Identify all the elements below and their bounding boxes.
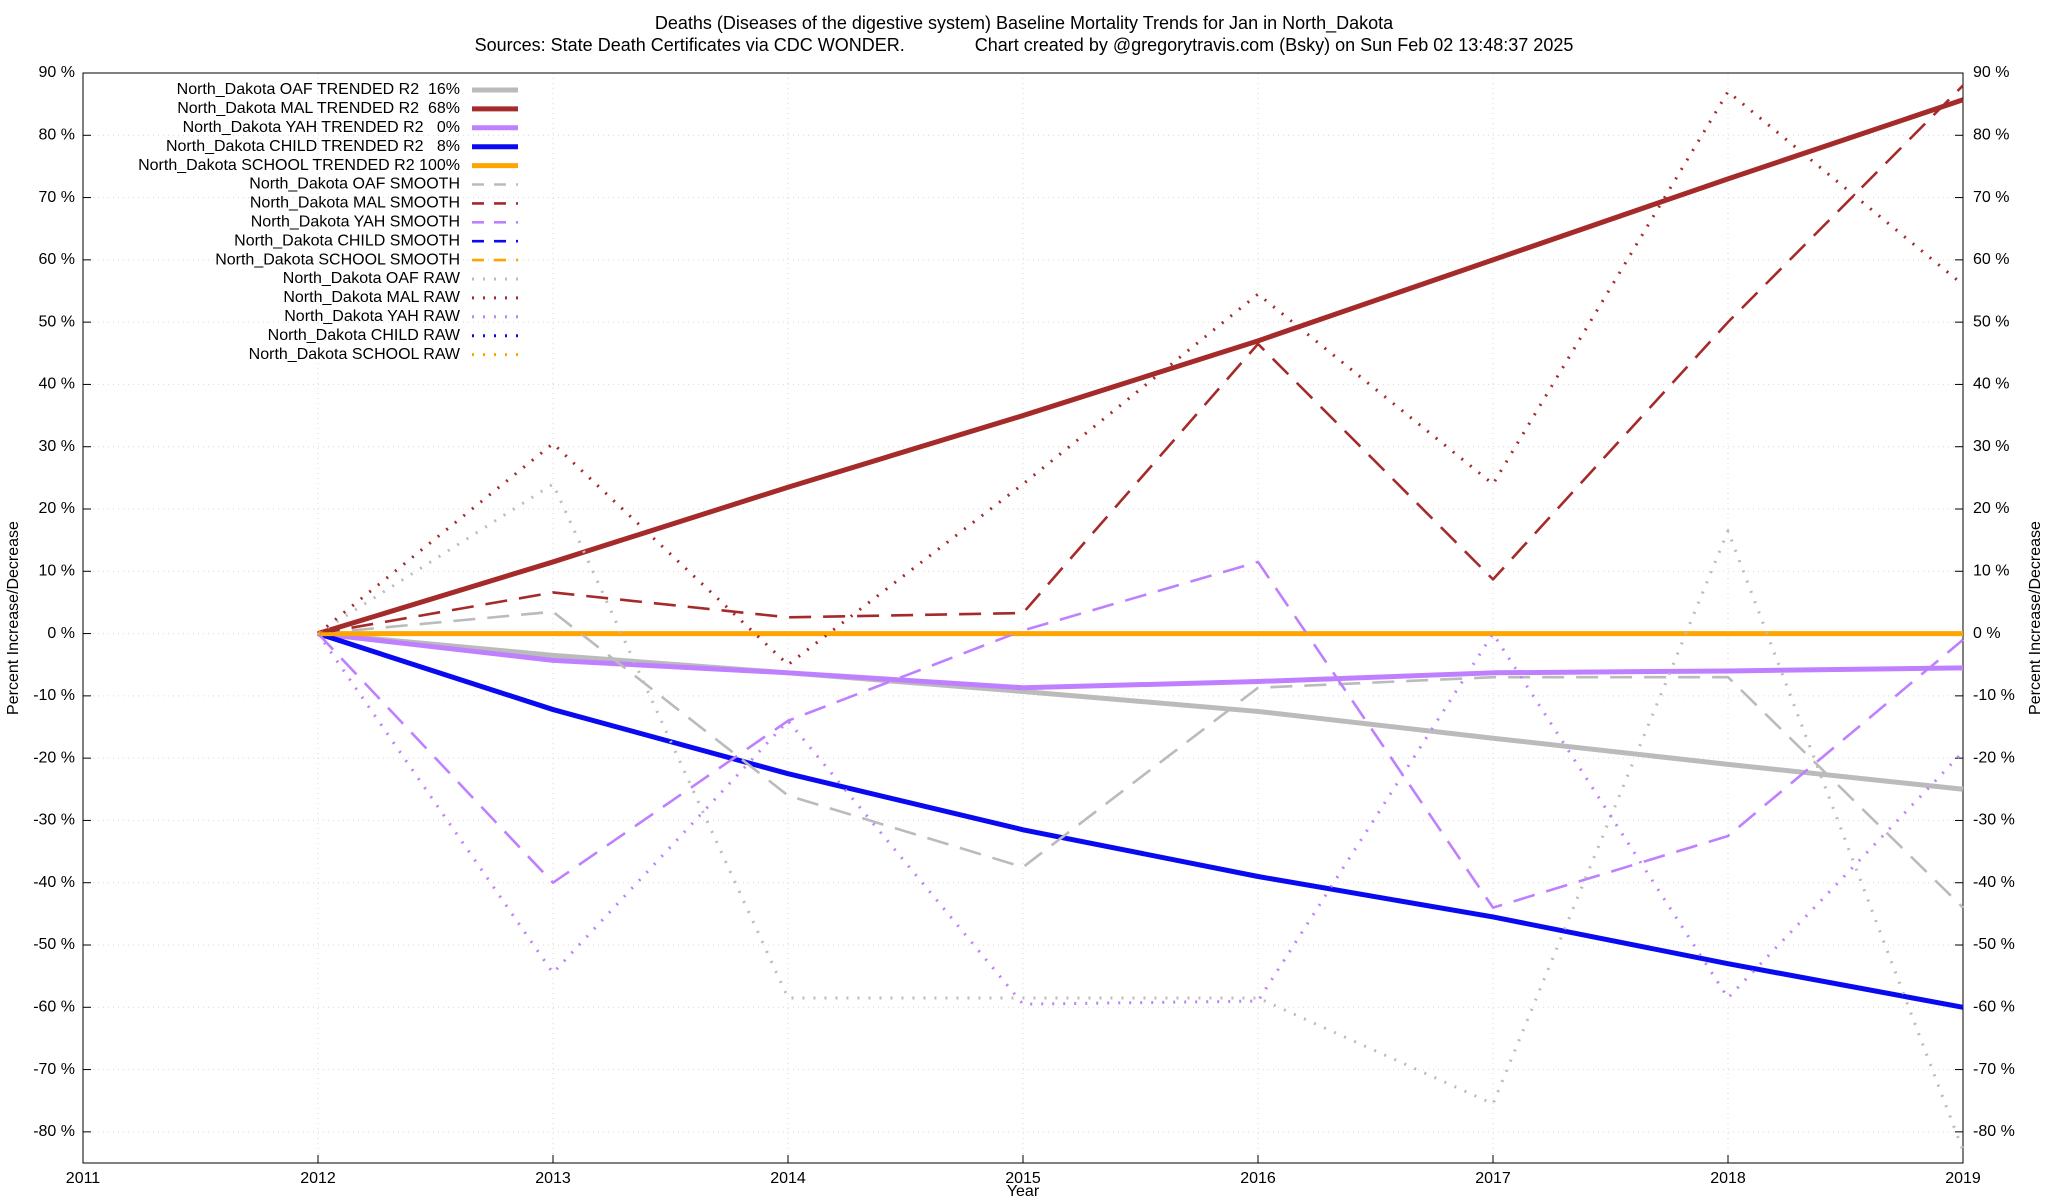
y2-tick-label: -60 % [1973, 999, 2015, 1016]
y-tick-label: 20 % [39, 500, 75, 517]
legend-label: North_Dakota YAH SMOOTH [251, 214, 460, 231]
x-tick-label: 2014 [770, 1170, 806, 1187]
legend-label: North_Dakota CHILD SMOOTH [234, 232, 460, 249]
plot-frame [82, 72, 1964, 1164]
y2-tick-label: 70 % [1973, 189, 2009, 206]
x-tick-label: 2017 [1475, 1170, 1511, 1187]
y2-tick-label: 80 % [1973, 127, 2009, 144]
y2-axis-label: Percent Increase/Decrease [2027, 521, 2044, 715]
series-line [317, 631, 1964, 1010]
y2-tick-label: 10 % [1973, 563, 2009, 580]
legend-label: North_Dakota SCHOOL TRENDED R2 100% [138, 157, 460, 174]
y2-tick-label: 40 % [1973, 376, 2009, 393]
y2-tick-label: -10 % [1973, 687, 2015, 704]
y-tick-label: 60 % [39, 251, 75, 268]
legend-label: North_Dakota OAF TRENDED R2 16% [177, 81, 460, 98]
x-tick-label: 2015 [1005, 1170, 1041, 1187]
x-tick-label: 2013 [535, 1170, 571, 1187]
y2-tick-label: 50 % [1973, 313, 2009, 330]
chart-title: Deaths (Diseases of the digestive system… [655, 13, 1394, 34]
legend-label: North_Dakota MAL SMOOTH [250, 195, 460, 212]
y-tick-label: 80 % [39, 127, 75, 144]
y-tick-label: -70 % [33, 1061, 75, 1078]
series-line [317, 631, 1964, 792]
y-tick-label: 40 % [39, 376, 75, 393]
series-line [317, 631, 1964, 691]
x-tick-label: 2018 [1710, 1170, 1746, 1187]
series-line [317, 84, 1964, 635]
y2-tick-label: -40 % [1973, 874, 2015, 891]
y2-tick-label: 90 % [1973, 64, 2009, 81]
series-line [316, 632, 1965, 1006]
y2-tick-label: 30 % [1973, 438, 2009, 455]
y-tick-label: 90 % [39, 64, 75, 81]
y-tick-label: -60 % [33, 999, 75, 1016]
y2-tick-label: -20 % [1973, 749, 2015, 766]
series-line [317, 560, 1964, 909]
y-tick-label: -10 % [33, 687, 75, 704]
x-axis-label: Year [1007, 1183, 1040, 1200]
legend-label: North_Dakota OAF SMOOTH [249, 176, 460, 193]
y-tick-label: 70 % [39, 189, 75, 206]
y-tick-label: 10 % [39, 563, 75, 580]
y-tick-label: -20 % [33, 749, 75, 766]
y-tick-label: 50 % [39, 313, 75, 330]
y-tick-label: -30 % [33, 812, 75, 829]
legend-label: North_Dakota OAF RAW [283, 270, 461, 287]
y-axis-label: Percent Increase/Decrease [5, 521, 22, 715]
series-line [317, 97, 1964, 636]
legend-label: North_Dakota YAH RAW [284, 308, 461, 325]
y2-tick-label: -30 % [1973, 812, 2015, 829]
legend-label: North_Dakota CHILD RAW [268, 327, 461, 344]
y-tick-label: 30 % [39, 438, 75, 455]
y-tick-label: -50 % [33, 936, 75, 953]
legend-label: North_Dakota SCHOOL SMOOTH [215, 251, 460, 268]
y2-tick-label: -70 % [1973, 1061, 2015, 1078]
y-tick-label: -80 % [33, 1123, 75, 1140]
y-tick-label: 0 % [47, 625, 75, 642]
y2-tick-label: 20 % [1973, 500, 2009, 517]
chart-subtitle: Sources: State Death Certificates via CD… [475, 35, 1574, 55]
y2-tick-label: 0 % [1973, 625, 2001, 642]
x-tick-label: 2016 [1240, 1170, 1276, 1187]
series-line [317, 610, 1964, 909]
series-line [317, 482, 1965, 1152]
y2-tick-label: 60 % [1973, 251, 2009, 268]
legend-label: North_Dakota CHILD TRENDED R2 8% [166, 138, 460, 155]
legend-label: North_Dakota MAL TRENDED R2 68% [177, 100, 460, 117]
x-tick-label: 2011 [66, 1170, 101, 1187]
y-tick-label: -40 % [33, 874, 75, 891]
legend-label: North_Dakota SCHOOL RAW [249, 346, 461, 363]
x-tick-label: 2012 [300, 1170, 336, 1187]
legend-label: North_Dakota MAL RAW [283, 289, 461, 306]
y2-tick-label: -50 % [1973, 936, 2015, 953]
y2-tick-label: -80 % [1973, 1123, 2015, 1140]
x-tick-label: 2019 [1945, 1170, 1981, 1187]
legend-label: North_Dakota YAH TRENDED R2 0% [183, 119, 460, 136]
